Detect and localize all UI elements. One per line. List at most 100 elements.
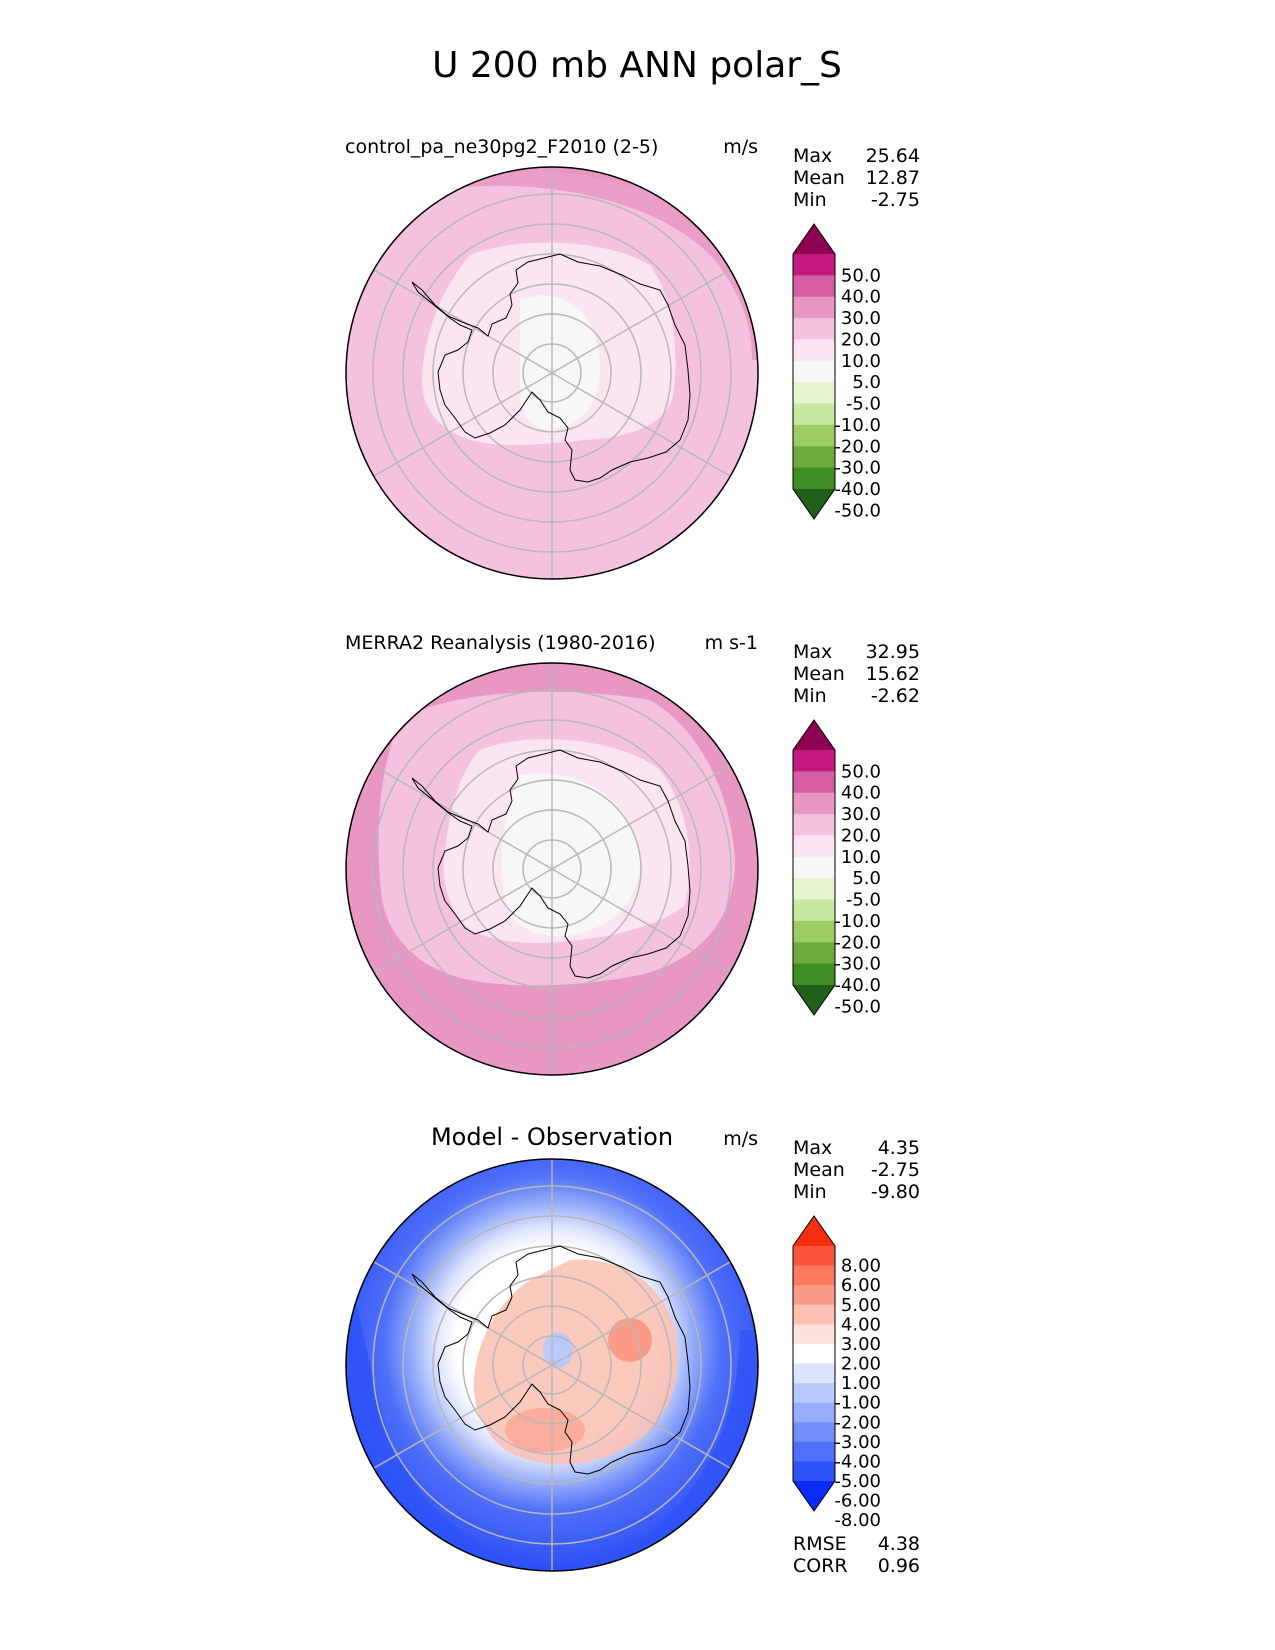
colorbar-tick-label: 40.0 — [841, 287, 881, 308]
panel-test-min-label: Min — [793, 189, 827, 211]
panel-diff-mean-label: Mean — [793, 1159, 845, 1181]
colorbar-tick-label: -3.00 — [834, 1432, 881, 1453]
panel-test: control_pa_ne30pg2_F2010 (2-5) m/s — [345, 136, 920, 580]
colorbar-tick-label: 5.0 — [852, 372, 881, 393]
antarctica-coastline — [411, 1245, 691, 1475]
colorbar-tick-label: 4.00 — [841, 1314, 881, 1335]
panel-reference-max-value: 32.95 — [866, 641, 920, 663]
panel-diff-corr-label: CORR — [793, 1555, 848, 1577]
panel-diff: Model - Observation m/s — [345, 1123, 920, 1577]
panel-diff-units: m/s — [723, 1128, 758, 1150]
panel-reference-units: m s-1 — [705, 632, 758, 654]
colorbar-tick-label: 50.0 — [841, 761, 881, 782]
colorbar-segment — [793, 856, 835, 879]
panel-diff-colorbar: 8.006.005.004.003.002.001.00-1.00-2.00-3… — [792, 1215, 881, 1531]
colorbar-segment — [793, 899, 835, 922]
antarctica-coastline — [411, 749, 691, 979]
colorbar-extend-max — [793, 224, 835, 254]
colorbar-segment — [793, 360, 835, 383]
colorbar-tick-label: 5.00 — [841, 1295, 881, 1316]
colorbar-tick-label: 20.0 — [841, 825, 881, 846]
colorbar-segment — [793, 835, 835, 858]
colorbar-segment — [793, 1285, 835, 1306]
panel-diff-graticule — [372, 1159, 732, 1571]
colorbar-tick-label: -40.0 — [834, 975, 881, 996]
colorbar-tick-label: -5.0 — [846, 890, 881, 911]
colorbar-tick-label: 3.00 — [841, 1334, 881, 1355]
colorbar-segment — [793, 339, 835, 362]
colorbar-segment — [793, 382, 835, 405]
colorbar-tick-label: -1.00 — [834, 1393, 881, 1414]
colorbar-segment — [793, 296, 835, 319]
colorbar-outline — [792, 223, 836, 520]
colorbar-segment — [793, 942, 835, 965]
colorbar-segment — [793, 1304, 835, 1325]
panel-reference-mean-label: Mean — [793, 663, 845, 685]
colorbar-tick-label: 1.00 — [841, 1373, 881, 1394]
colorbar-segment — [793, 1383, 835, 1404]
panel-diff-min-label: Min — [793, 1181, 827, 1203]
colorbar-tick-label: 20.0 — [841, 329, 881, 350]
panel-test-map-frame — [345, 166, 759, 580]
colorbar-segment — [793, 1363, 835, 1384]
colorbar-segment — [793, 1324, 835, 1345]
colorbar-segment — [793, 750, 835, 772]
colorbar-tick-label: 8.00 — [841, 1256, 881, 1277]
colorbar-segment — [793, 1246, 835, 1267]
colorbar-tick-label: -30.0 — [834, 954, 881, 975]
map-field-positive-core — [608, 1318, 652, 1362]
colorbar-tick-label: 50.0 — [841, 265, 881, 286]
panel-diff-map-frame — [345, 1158, 759, 1572]
colorbar-segment — [793, 1422, 835, 1443]
colorbar-tick-label: 10.0 — [841, 847, 881, 868]
panel-test-mean-value: 12.87 — [866, 167, 920, 189]
panel-diff-min-value: -9.80 — [871, 1181, 920, 1203]
panel-reference-mean-value: 15.62 — [866, 663, 920, 685]
colorbar-tick-label: 40.0 — [841, 783, 881, 804]
colorbar-segment — [793, 878, 835, 901]
colorbar-extend-max — [793, 720, 835, 750]
colorbar-tick-label: -10.0 — [834, 415, 881, 436]
colorbar-extend-min — [793, 489, 835, 519]
colorbar-extend-max — [793, 1216, 835, 1246]
colorbar-tick-label: 30.0 — [841, 308, 881, 329]
colorbar-tick-label: -20.0 — [834, 932, 881, 953]
colorbar-segment — [793, 963, 835, 986]
panel-diff-max-label: Max — [793, 1137, 832, 1159]
colorbar-segment — [793, 275, 835, 298]
colorbar-extend-min — [793, 985, 835, 1015]
colorbar-segment — [793, 1343, 835, 1364]
colorbar-segment — [793, 1461, 835, 1482]
colorbar-segment — [793, 424, 835, 447]
colorbar-tick-label: -30.0 — [834, 458, 881, 479]
panel-test-colorbar: 50.040.030.020.010.05.0-5.0-10.0-20.0-30… — [792, 223, 881, 521]
colorbar-tick-label: -5.00 — [834, 1471, 881, 1492]
colorbar-tick-label: 6.00 — [841, 1275, 881, 1296]
colorbar-tick-label: -2.00 — [834, 1412, 881, 1433]
colorbar-tick-label: 2.00 — [841, 1354, 881, 1375]
figure-title: U 200 mb ANN polar_S — [432, 45, 842, 86]
colorbar-segment — [793, 446, 835, 469]
panel-diff-rmse-value: 4.38 — [878, 1533, 920, 1555]
colorbar-segment — [793, 403, 835, 426]
panel-test-units: m/s — [723, 136, 758, 158]
colorbar-tick-label: -8.00 — [834, 1510, 881, 1531]
colorbar-tick-label: -5.0 — [846, 394, 881, 415]
colorbar-tick-label: -4.00 — [834, 1451, 881, 1472]
colorbar-segment — [793, 318, 835, 340]
panel-diff-corr-value: 0.96 — [878, 1555, 920, 1577]
colorbar-segment — [793, 792, 835, 815]
panel-test-min-value: -2.75 — [871, 189, 920, 211]
colorbar-segment — [793, 467, 835, 490]
colorbar-extend-min — [793, 1481, 835, 1511]
panel-reference-min-label: Min — [793, 685, 827, 707]
colorbar-tick-label: 5.0 — [852, 868, 881, 889]
panel-diff-max-value: 4.35 — [878, 1137, 920, 1159]
map-field-polar-core — [520, 295, 600, 431]
panel-test-mean-label: Mean — [793, 167, 845, 189]
panel-diff-title: Model - Observation — [431, 1123, 673, 1151]
panel-reference: MERRA2 Reanalysis (1980-2016) m s-1 Max … — [345, 632, 920, 1076]
colorbar-segment — [793, 1441, 835, 1462]
colorbar-outline — [792, 719, 836, 1016]
colorbar-segment — [793, 814, 835, 836]
